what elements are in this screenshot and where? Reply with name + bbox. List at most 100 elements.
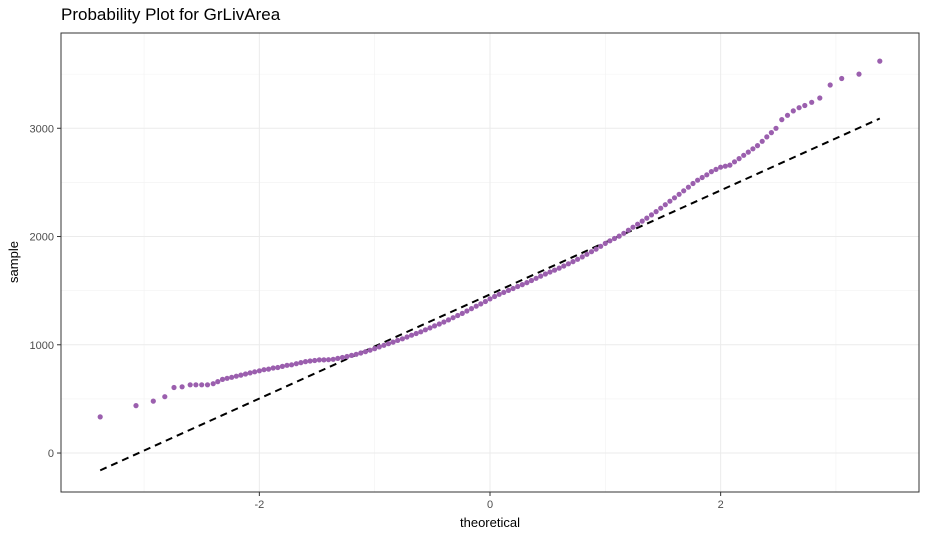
- sample-point: [579, 254, 585, 260]
- sample-point: [455, 312, 461, 319]
- sample-point: [459, 310, 465, 316]
- sample-point: [418, 329, 424, 335]
- sample-point: [676, 191, 682, 197]
- sample-point: [339, 354, 345, 361]
- sample-point: [662, 202, 668, 208]
- sample-point: [487, 296, 493, 302]
- sample-point: [204, 382, 211, 388]
- sample-point: [395, 337, 401, 343]
- sample-point: [570, 259, 576, 265]
- sample-point: [796, 105, 802, 111]
- sample-point: [302, 359, 309, 365]
- sample-point: [718, 164, 724, 170]
- sample-point: [187, 382, 193, 388]
- sample-point: [538, 273, 544, 279]
- sample-point: [344, 353, 350, 360]
- sample-point: [648, 212, 655, 218]
- sample-point: [773, 125, 779, 131]
- sample-point: [630, 224, 636, 230]
- sample-point: [432, 323, 438, 329]
- axis-ticks: [57, 127, 722, 496]
- sample-point: [877, 58, 883, 64]
- sample-point: [372, 346, 378, 352]
- sample-point: [335, 355, 341, 361]
- sample-point: [607, 238, 613, 244]
- sample-point: [524, 280, 530, 286]
- sample-point: [450, 315, 456, 321]
- sample-point: [284, 362, 290, 368]
- sample-point: [658, 205, 664, 211]
- x-tick-label: 2: [718, 499, 724, 511]
- sample-point: [224, 375, 230, 381]
- sample-point: [422, 327, 428, 333]
- sample-point: [754, 143, 761, 149]
- sample-point: [362, 349, 369, 355]
- sample-point: [695, 177, 701, 183]
- sample-point: [199, 382, 205, 388]
- sample-point: [496, 291, 502, 297]
- sample-point: [385, 341, 392, 347]
- sample-point: [802, 102, 808, 109]
- sample-point: [353, 351, 359, 357]
- sample-point: [162, 394, 168, 400]
- y-tick-label: 3000: [30, 123, 54, 135]
- sample-point: [473, 303, 479, 309]
- y-tick-label: 1000: [30, 340, 54, 352]
- sample-point: [602, 240, 608, 246]
- sample-point: [639, 218, 645, 224]
- sample-point: [575, 256, 581, 262]
- sample-point: [616, 233, 622, 239]
- sample-point: [464, 308, 470, 314]
- reference-line: [99, 117, 881, 472]
- sample-point: [593, 246, 599, 252]
- sample-point: [827, 82, 833, 88]
- sample-point: [598, 243, 604, 249]
- sample-point: [316, 357, 322, 363]
- sample-point: [381, 342, 387, 348]
- sample-point: [699, 174, 705, 181]
- sample-point: [330, 356, 336, 362]
- sample-point: [436, 321, 442, 327]
- sample-point: [584, 251, 590, 257]
- sample-point: [779, 117, 785, 123]
- sample-point: [839, 75, 845, 82]
- sample-point: [150, 398, 156, 404]
- sample-point: [261, 367, 267, 373]
- sample-point: [409, 332, 415, 338]
- sample-point: [349, 352, 355, 358]
- y-tick-label: 0: [48, 448, 54, 460]
- sample-point: [293, 361, 299, 367]
- sample-point: [856, 71, 862, 77]
- sample-point: [790, 108, 796, 114]
- sample-point: [519, 282, 525, 288]
- sample-point: [653, 209, 659, 215]
- sample-point: [238, 372, 244, 378]
- sample-point: [289, 362, 295, 368]
- sample-point: [275, 364, 281, 371]
- sample-point: [759, 138, 765, 144]
- sample-point: [441, 319, 447, 325]
- sample-point: [542, 271, 549, 277]
- sample-point: [736, 156, 742, 162]
- sample-points: [97, 58, 883, 420]
- sample-point: [817, 95, 823, 101]
- sample-point: [611, 235, 618, 242]
- sample-point: [179, 384, 185, 390]
- sample-point: [741, 152, 747, 158]
- sample-point: [809, 99, 815, 105]
- sample-point: [750, 146, 756, 152]
- sample-point: [256, 368, 262, 374]
- sample-point: [635, 221, 641, 227]
- sample-point: [713, 166, 719, 172]
- sample-point: [745, 149, 751, 155]
- sample-point: [667, 198, 673, 204]
- tick-labels: -2 0 2 0 1000 2000 3000: [30, 123, 724, 511]
- sample-point: [321, 357, 327, 363]
- sample-point: [427, 325, 433, 331]
- sample-point: [671, 195, 678, 201]
- chart-title: Probability Plot for GrLivArea: [61, 5, 281, 24]
- sample-point: [501, 289, 507, 295]
- sample-point: [547, 269, 553, 275]
- sample-point: [708, 169, 715, 175]
- sample-point: [685, 184, 692, 190]
